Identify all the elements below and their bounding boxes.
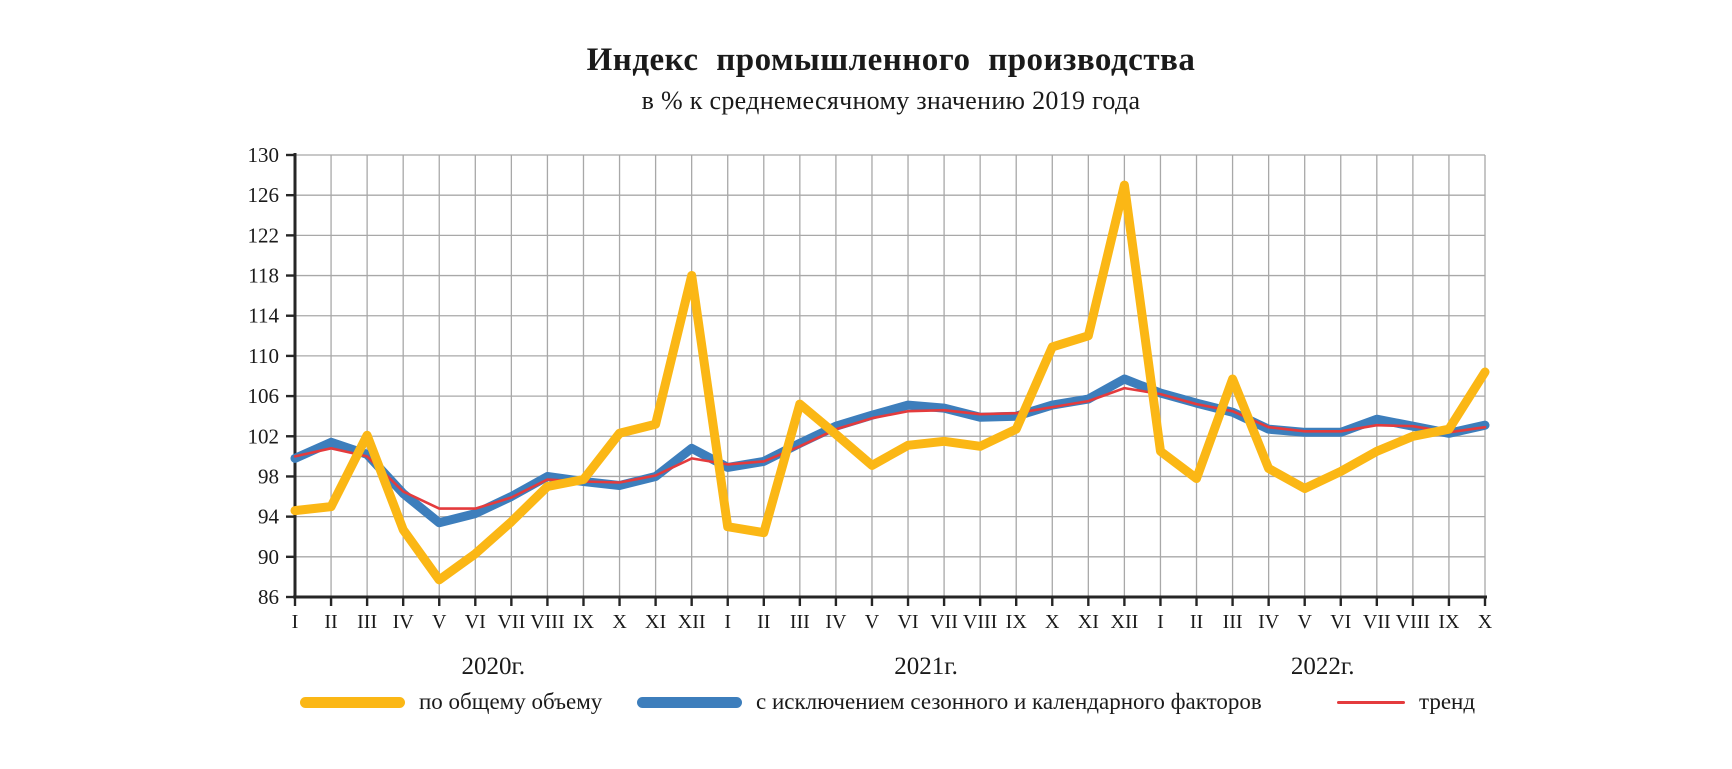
y-tick-label: 122 — [248, 223, 280, 247]
x-tick-label: III — [1223, 611, 1243, 633]
y-tick-label: 118 — [248, 264, 279, 288]
x-tick-label: II — [324, 611, 337, 633]
x-tick-label: V — [432, 611, 447, 633]
x-tick-label: IX — [1006, 611, 1028, 633]
y-tick-label: 114 — [248, 304, 279, 328]
y-tick-label: 106 — [248, 384, 280, 408]
x-tick-label: XII — [678, 611, 706, 633]
legend-item-total-volume: по общему объему — [300, 686, 602, 718]
x-tick-label: III — [357, 611, 377, 633]
series-line-trend — [293, 386, 1487, 510]
x-tick-label: I — [292, 611, 299, 633]
x-tick-label: VI — [897, 611, 918, 633]
year-label: 2021г. — [894, 653, 958, 680]
y-tick-label: 130 — [248, 143, 280, 167]
x-tick-label: X — [612, 611, 627, 633]
x-tick-label: VII — [930, 611, 958, 633]
legend-swatch-total-volume — [300, 696, 405, 708]
x-tick-label: I — [1157, 611, 1164, 633]
x-tick-label: V — [865, 611, 880, 633]
x-tick-label: VI — [1330, 611, 1351, 633]
y-tick-label: 98 — [258, 464, 279, 488]
x-tick-label: VII — [497, 611, 525, 633]
legend-label-seasonally-adjusted: с исключением сезонного и календарного ф… — [756, 689, 1262, 714]
y-tick-label: 94 — [258, 505, 280, 529]
chart-title: Индекс промышленного производства — [586, 42, 1196, 78]
year-label: 2020г. — [461, 653, 525, 680]
legend-item-seasonally-adjusted: с исключением сезонного и календарного ф… — [637, 686, 1262, 718]
series-line-seasonally-adjusted — [290, 374, 1490, 528]
x-tick-label: VI — [465, 611, 486, 633]
x-tick-label: VIII — [1396, 611, 1430, 633]
x-tick-label: XI — [1078, 611, 1099, 633]
x-tick-label: II — [1190, 611, 1203, 633]
y-tick-label: 102 — [248, 424, 280, 448]
x-tick-label: VIII — [963, 611, 997, 633]
y-tick-label: 86 — [258, 585, 279, 609]
x-tick-label: I — [724, 611, 731, 633]
x-tick-label: IV — [825, 611, 847, 633]
x-tick-label: XII — [1111, 611, 1139, 633]
legend-swatch-seasonally-adjusted — [637, 696, 742, 708]
x-tick-label: XI — [645, 611, 666, 633]
y-tick-label: 90 — [258, 545, 279, 569]
y-tick-label: 126 — [248, 183, 280, 207]
x-tick-label: X — [1478, 611, 1493, 633]
x-tick-label: VIII — [530, 611, 564, 633]
legend-item-trend: тренд — [1337, 686, 1475, 718]
legend-label-total-volume: по общему объему — [419, 689, 603, 714]
legend-label-trend: тренд — [1419, 689, 1476, 714]
year-label: 2022г. — [1291, 653, 1355, 680]
y-tick-label: 110 — [248, 344, 279, 368]
chart-subtitle: в % к среднемесячному значению 2019 года — [641, 86, 1141, 115]
legend-swatch-trend — [1337, 700, 1405, 704]
x-tick-label: IV — [1258, 611, 1280, 633]
x-tick-label: II — [757, 611, 770, 633]
x-tick-label: X — [1045, 611, 1060, 633]
x-tick-label: IV — [393, 611, 415, 633]
series-line-total-volume — [290, 180, 1490, 585]
x-tick-label: VII — [1363, 611, 1391, 633]
x-tick-label: III — [790, 611, 810, 633]
x-tick-label: V — [1297, 611, 1312, 633]
x-tick-label: IX — [573, 611, 595, 633]
x-tick-label: IX — [1438, 611, 1460, 633]
